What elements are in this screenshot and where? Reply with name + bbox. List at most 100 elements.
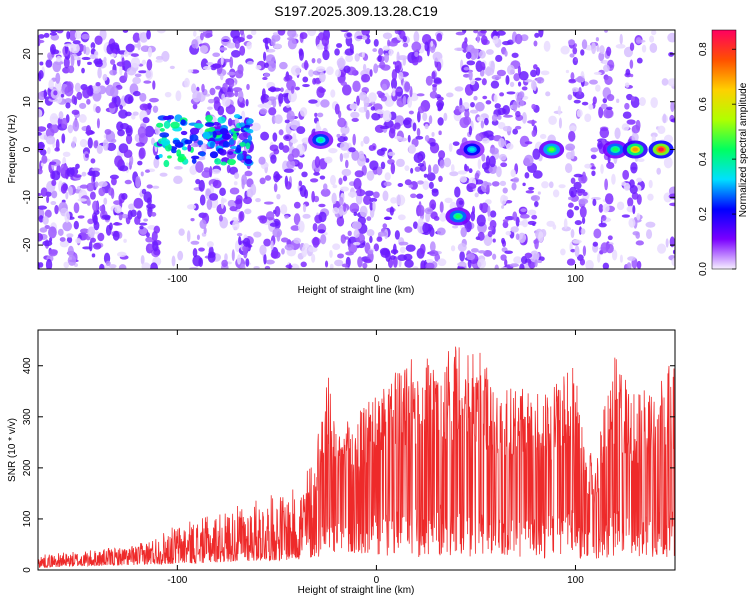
spectrogram-cell bbox=[340, 186, 350, 192]
spectrogram-cell bbox=[415, 135, 424, 140]
spectrogram-cell bbox=[566, 258, 576, 266]
spectrogram-cell bbox=[287, 30, 297, 38]
spectrogram-cell bbox=[290, 65, 301, 76]
spectrogram-cell bbox=[421, 33, 432, 45]
spectrogram-cell bbox=[55, 139, 60, 151]
spectrogram-cell bbox=[347, 230, 352, 237]
spectrogram-cell bbox=[307, 30, 317, 37]
spectrogram-cell bbox=[574, 57, 578, 62]
spectrogram-cell bbox=[65, 191, 69, 200]
spectrogram-cell bbox=[234, 90, 239, 97]
spectrogram-cell bbox=[578, 198, 589, 205]
spectrogram-cell bbox=[75, 237, 82, 244]
spectrogram-cell bbox=[93, 58, 103, 65]
spectrogram-cell bbox=[382, 110, 392, 123]
spectrogram-cell bbox=[239, 142, 246, 147]
spectrogram-cell bbox=[380, 161, 386, 170]
spectrogram-cell bbox=[93, 242, 102, 250]
spectrogram-cell bbox=[437, 117, 444, 126]
spectrogram-cell bbox=[349, 43, 354, 54]
spectrogram-cell bbox=[41, 154, 48, 164]
spectrogram-cell bbox=[570, 148, 575, 160]
spectrogram-cell bbox=[280, 204, 288, 215]
spectrogram-cell bbox=[560, 248, 566, 256]
spectrogram-cell bbox=[418, 205, 425, 217]
spectrogram-cell bbox=[209, 193, 219, 201]
spectrogram-cell bbox=[84, 153, 89, 158]
spectrogram-cell bbox=[515, 110, 521, 118]
spectrogram-cell bbox=[605, 243, 614, 254]
spectrogram-cell bbox=[116, 251, 127, 258]
spectrogram-cell bbox=[649, 35, 655, 43]
spectrogram-cell bbox=[73, 220, 79, 230]
spectrogram-cell bbox=[123, 238, 127, 243]
spectrogram-cell bbox=[118, 213, 123, 221]
spectrogram-cell bbox=[66, 233, 74, 238]
spectrogram-cell bbox=[323, 232, 328, 236]
spectrogram-cell bbox=[163, 159, 170, 168]
spectrogram-cell bbox=[631, 132, 639, 142]
spectrogram-cell bbox=[492, 238, 496, 243]
spectrogram-cell bbox=[476, 116, 484, 122]
spectrogram-cell bbox=[558, 117, 562, 129]
spectrogram-cell bbox=[319, 72, 326, 83]
spectrogram-cell bbox=[265, 211, 275, 221]
spectrogram-cell bbox=[505, 143, 514, 150]
spectrogram-cell bbox=[500, 254, 507, 261]
spectrogram-cell bbox=[342, 175, 348, 182]
spectrogram-cell bbox=[590, 154, 597, 160]
spectrogram-cell bbox=[488, 225, 494, 231]
spectrogram-cell bbox=[582, 191, 588, 197]
spectrogram-ytick-label: 10 bbox=[22, 96, 33, 108]
spectrogram-cell bbox=[369, 69, 373, 77]
spectrogram-cell bbox=[388, 49, 393, 57]
spectrogram-cell bbox=[63, 261, 70, 269]
spectrogram-cell bbox=[95, 82, 101, 87]
spectrogram-cell bbox=[474, 192, 479, 198]
spectrogram-cell bbox=[514, 33, 523, 45]
spectrogram-cell bbox=[231, 249, 235, 262]
spectrogram-cell bbox=[373, 243, 380, 252]
spectrogram-cell bbox=[351, 103, 356, 108]
spectrogram-cell bbox=[101, 214, 111, 220]
spectrogram-cell bbox=[478, 250, 486, 254]
spectrogram-cell bbox=[331, 192, 337, 205]
spectrogram-cell bbox=[119, 122, 130, 130]
snr-ytick-label: 300 bbox=[22, 408, 33, 425]
spectrogram-cell bbox=[557, 105, 561, 116]
spectrogram-cell bbox=[382, 190, 389, 202]
spectrogram-cell bbox=[238, 90, 244, 102]
spectrogram-cell bbox=[225, 104, 236, 115]
spectrogram-cell bbox=[407, 96, 413, 108]
spectrogram-cell bbox=[317, 112, 324, 118]
spectrogram-cell bbox=[63, 43, 74, 47]
spectrogram-cell bbox=[521, 112, 527, 124]
spectrogram-cell bbox=[591, 170, 596, 177]
spectrogram-cell bbox=[45, 258, 53, 269]
spectrogram-cell bbox=[429, 199, 437, 211]
spectrogram-cell bbox=[390, 255, 396, 260]
spectrogram-cell bbox=[260, 93, 270, 103]
spectrogram-cell bbox=[319, 175, 326, 180]
spectrogram-cell bbox=[251, 122, 261, 132]
spectrogram-cell bbox=[410, 167, 414, 174]
spectrogram-cell bbox=[114, 155, 123, 168]
spectrogram-cell bbox=[457, 266, 465, 269]
spectrogram-cell bbox=[151, 231, 158, 242]
spectrogram-cell bbox=[316, 58, 322, 64]
spectrogram-cell bbox=[48, 79, 54, 90]
spectrogram-cell bbox=[137, 160, 143, 166]
spectrogram-cell bbox=[108, 264, 117, 269]
spectrogram-cell bbox=[199, 219, 207, 230]
spectrogram-cell bbox=[38, 34, 45, 39]
spectrogram-cell bbox=[210, 141, 215, 149]
spectrogram-cell bbox=[505, 230, 512, 236]
spectrogram-cell bbox=[502, 221, 509, 229]
spectrogram-cell bbox=[284, 215, 289, 219]
spectrogram-cell bbox=[56, 55, 62, 63]
spectrogram-cell bbox=[137, 40, 141, 51]
spectrogram-cell bbox=[410, 180, 418, 190]
spectrogram-cell bbox=[348, 147, 356, 153]
spectrogram-cell bbox=[534, 200, 539, 208]
spectrogram-cell bbox=[67, 65, 75, 74]
